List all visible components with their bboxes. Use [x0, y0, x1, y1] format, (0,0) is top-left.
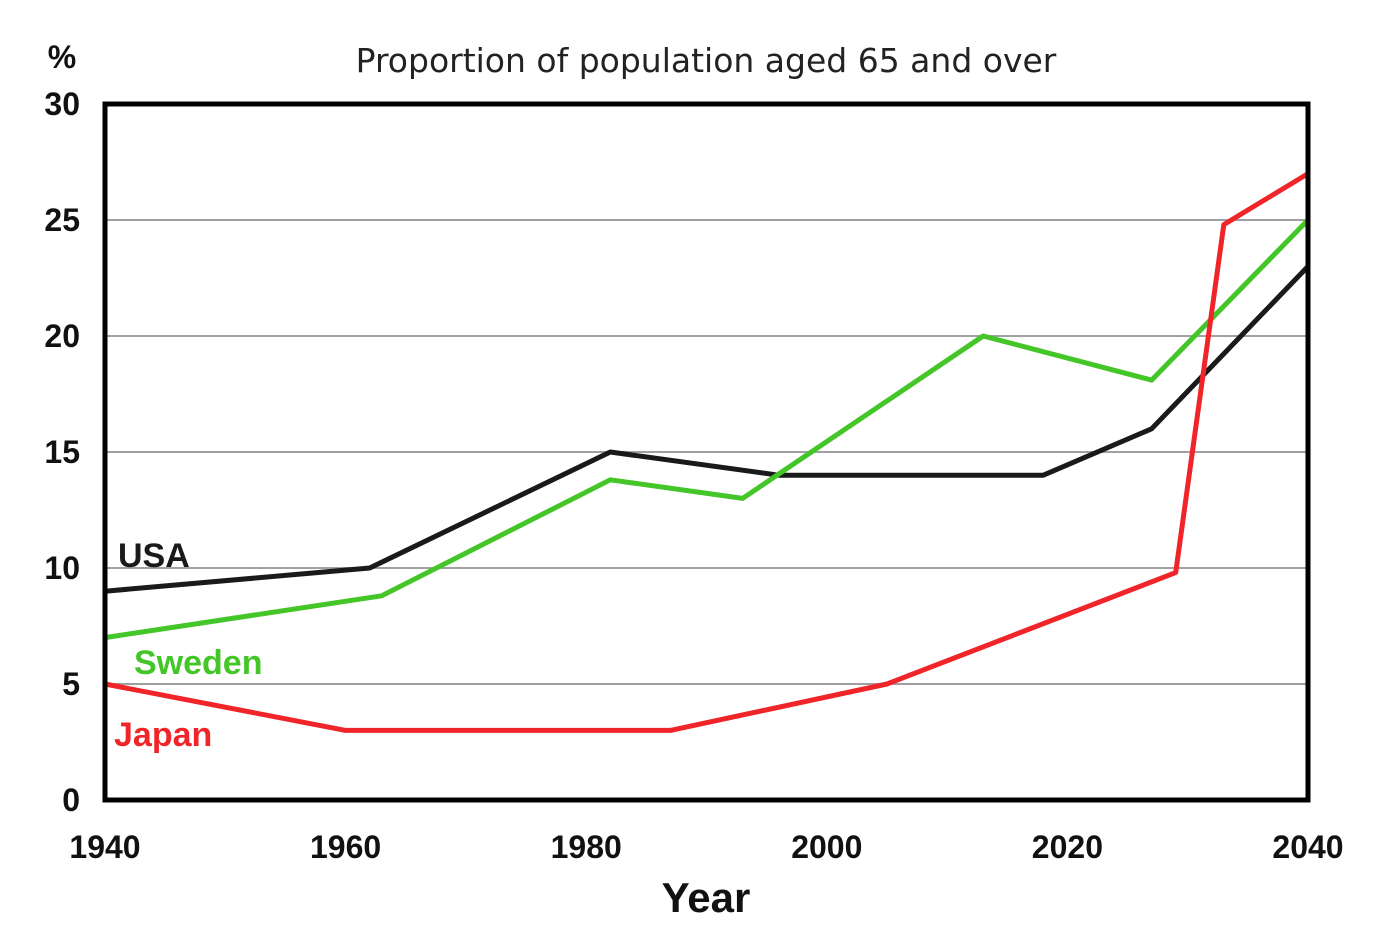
y-tick-label: 25	[44, 202, 80, 238]
y-tick-label: 30	[44, 86, 80, 122]
x-tick-label: 1980	[551, 829, 622, 865]
series-line-sweden	[104, 218, 1310, 641]
y-tick-label: 0	[62, 782, 80, 818]
y-axis-label: %	[48, 39, 76, 75]
plot-frame	[102, 101, 1311, 803]
x-tick-label: 2000	[791, 829, 862, 865]
x-tick-label: 2040	[1272, 829, 1343, 865]
y-tick-label: 20	[44, 318, 80, 354]
series-label-usa: USA	[118, 537, 190, 575]
series-label-japan: Japan	[114, 716, 212, 754]
y-tick-label: 5	[62, 666, 80, 702]
gridlines	[105, 219, 1308, 685]
x-tick-label: 2020	[1032, 829, 1103, 865]
series-line-japan	[104, 171, 1310, 733]
series-lines	[104, 171, 1310, 733]
x-tick-label: 1940	[69, 829, 140, 865]
y-tick-label: 15	[44, 434, 80, 470]
series-line-usa	[104, 264, 1310, 594]
y-axis-ticks: 0 5 10 15 20 25 30	[44, 86, 80, 818]
x-axis-ticks: 1940 1960 1980 2000 2020 2040	[69, 829, 1343, 865]
x-tick-label: 1960	[310, 829, 381, 865]
series-label-sweden: Sweden	[134, 644, 262, 682]
chart-title: Proportion of population aged 65 and ove…	[356, 41, 1057, 80]
y-tick-label: 10	[44, 550, 80, 586]
x-axis-label: Year	[662, 874, 751, 921]
